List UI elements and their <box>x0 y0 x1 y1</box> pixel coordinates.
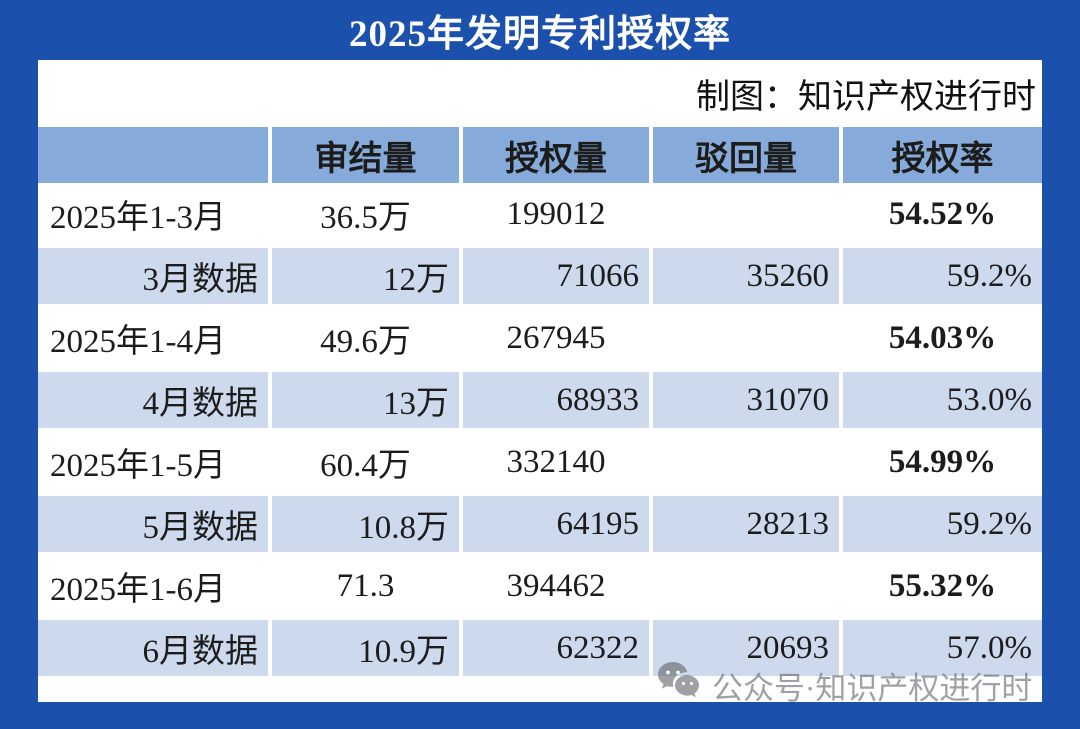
cell-rejected <box>653 431 839 493</box>
cell-concluded: 10.8万 <box>272 493 459 555</box>
cell-period: 3月数据 <box>38 245 268 307</box>
cell-granted: 68933 <box>463 369 649 431</box>
cell-rate: 55.32% <box>843 555 1042 617</box>
header-granted: 授权量 <box>463 127 649 183</box>
cell-rate: 54.03% <box>843 307 1042 369</box>
cell-rate: 54.99% <box>843 431 1042 493</box>
wechat-icon <box>656 660 702 710</box>
cell-rejected: 28213 <box>653 493 839 555</box>
header-rate: 授权率 <box>843 127 1042 183</box>
cell-granted: 394462 <box>463 555 649 617</box>
cell-rate: 59.2% <box>843 493 1042 555</box>
cell-granted: 64195 <box>463 493 649 555</box>
cell-granted: 267945 <box>463 307 649 369</box>
cell-rate: 59.2% <box>843 245 1042 307</box>
cell-rejected: 31070 <box>653 369 839 431</box>
cell-period: 2025年1-3月 <box>38 183 268 245</box>
cell-period: 6月数据 <box>38 617 268 679</box>
header-period <box>38 127 268 183</box>
credit-line: 制图：知识产权进行时 <box>696 79 1036 116</box>
cell-concluded: 60.4万 <box>272 431 459 493</box>
cell-rejected <box>653 183 839 245</box>
cell-period: 2025年1-4月 <box>38 307 268 369</box>
cell-rejected <box>653 307 839 369</box>
content-panel: 制图：知识产权进行时 审结量 授权量 驳回量 授权率 2025年1-3月 36.… <box>38 60 1042 702</box>
page-title: 2025年发明专利授权率 <box>349 14 731 55</box>
cell-granted: 62322 <box>463 617 649 679</box>
cell-rate: 54.52% <box>843 183 1042 245</box>
cell-concluded: 12万 <box>272 245 459 307</box>
watermark: 公众号·知识产权进行时 <box>656 660 1032 710</box>
cell-concluded: 36.5万 <box>272 183 459 245</box>
patent-stats-table: 审结量 授权量 驳回量 授权率 2025年1-3月 36.5万 199012 5… <box>38 127 1042 679</box>
header-concluded: 审结量 <box>272 127 459 183</box>
cell-rejected <box>653 555 839 617</box>
cell-period: 5月数据 <box>38 493 268 555</box>
cell-concluded: 13万 <box>272 369 459 431</box>
cell-concluded: 10.9万 <box>272 617 459 679</box>
cell-concluded: 49.6万 <box>272 307 459 369</box>
cell-granted: 332140 <box>463 431 649 493</box>
cell-concluded: 71.3 <box>272 555 459 617</box>
cell-period: 2025年1-6月 <box>38 555 268 617</box>
cell-rejected: 35260 <box>653 245 839 307</box>
cell-rate: 53.0% <box>843 369 1042 431</box>
watermark-text: 公众号·知识产权进行时 <box>712 670 1033 706</box>
cell-period: 4月数据 <box>38 369 268 431</box>
header-rejected: 驳回量 <box>653 127 839 183</box>
cell-period: 2025年1-5月 <box>38 431 268 493</box>
cell-granted: 71066 <box>463 245 649 307</box>
cell-granted: 199012 <box>463 183 649 245</box>
cell-rate: 57.0% <box>843 617 1042 679</box>
